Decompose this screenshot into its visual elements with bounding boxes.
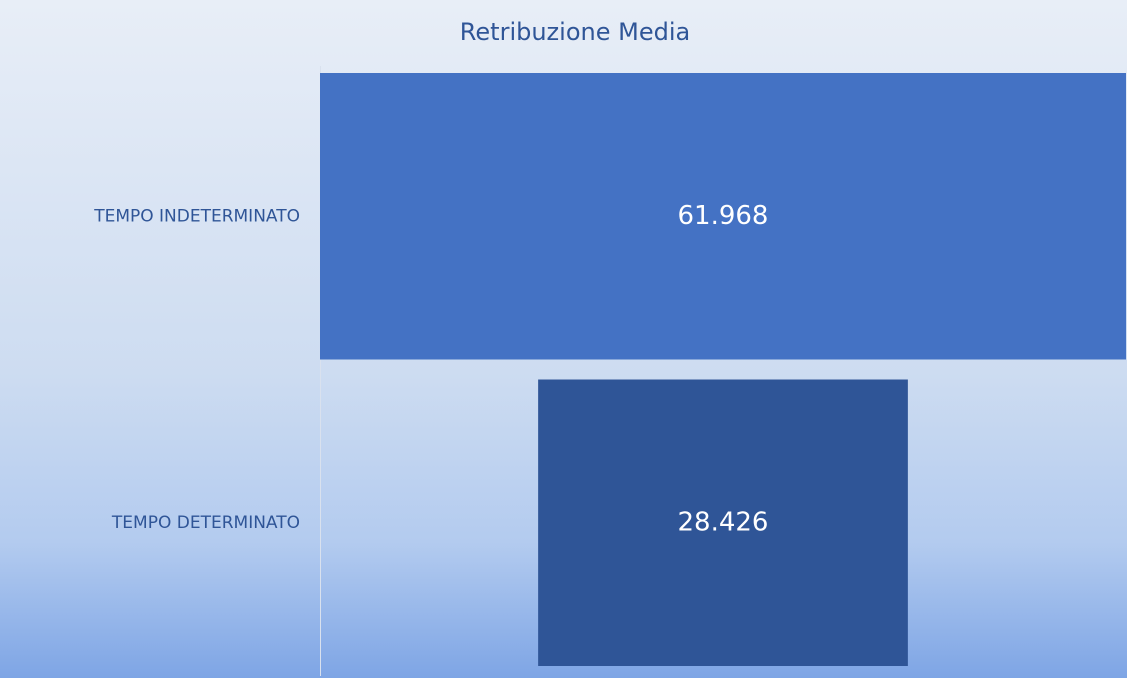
funnel-bar	[320, 73, 1126, 360]
data-label: 61.968	[678, 201, 769, 231]
chart-title: Retribuzione Media	[460, 18, 690, 46]
category-label: TEMPO INDETERMINATO	[93, 206, 300, 226]
data-label: 28.426	[678, 507, 769, 537]
category-label: TEMPO DETERMINATO	[111, 513, 300, 533]
funnel-bar	[538, 379, 908, 666]
